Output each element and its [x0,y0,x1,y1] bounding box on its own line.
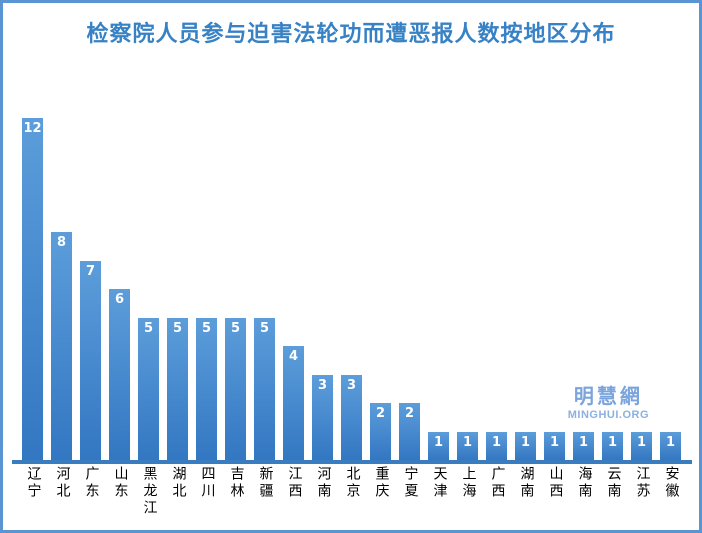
bar-value-label: 3 [346,377,357,393]
bar: 3 [312,374,333,460]
category-label: 云南 [605,466,621,500]
bar-value-label: 5 [201,320,212,336]
category-label: 辽宁 [25,466,41,500]
bar: 1 [602,431,623,460]
bar: 8 [51,232,72,460]
category-label: 北京 [344,466,360,500]
category-label: 天津 [431,466,447,500]
category-label: 海南 [576,466,592,500]
category-label: 河北 [54,466,70,500]
bar: 6 [109,289,130,460]
bar: 3 [341,374,362,460]
bar-value-label: 5 [259,320,270,336]
category-label: 河南 [315,466,331,500]
bar-series: 12 8 7 6 5 5 5 5 5 4 3 3 2 2 1 1 1 1 1 1 1 1 1 [22,118,681,460]
watermark-logo-en: MINGHUI.ORG [567,409,649,421]
category-label: 上海 [460,466,476,500]
bar: 2 [370,403,391,460]
bar: 1 [486,431,507,460]
bar: 5 [167,317,188,460]
bar-value-label: 4 [288,349,299,364]
bar-value-label: 1 [462,434,473,450]
bar: 1 [428,431,449,460]
category-label: 江西 [286,466,302,500]
chart-title: 检察院人员参与迫害法轮功而遭恶报人数按地区分布 [86,21,616,46]
bar: 12 [22,118,43,460]
category-label: 广东 [83,466,99,500]
category-label: 湖南 [518,466,534,500]
category-label: 山西 [547,466,563,500]
bar: 5 [196,317,217,460]
category-label: 四川 [199,466,215,500]
bar: 4 [283,346,304,460]
bar: 5 [254,317,275,460]
bar: 1 [457,431,478,460]
bar: 1 [660,431,681,460]
category-label: 新疆 [257,466,273,500]
minghui-watermark: 明慧網 MINGHUI.ORG [568,386,649,421]
bar: 5 [138,317,159,460]
category-label: 湖北 [170,466,186,500]
bar-value-label: 1 [665,434,676,450]
bar-value-label: 3 [317,377,328,393]
bar: 1 [544,431,565,460]
x-axis-labels: 辽宁 河北 广东 山东 黑龙江 湖北 四川 吉林 新疆 江西 河南 北京 重庆 宁夏 天津 上海 广西 湖南 山西海… [22,466,681,517]
category-label: 宁夏 [402,466,418,500]
bar: 1 [515,431,536,460]
bar-value-label: 2 [375,406,386,421]
category-label: 广西 [489,466,505,500]
bar-value-label: 6 [114,292,125,307]
bar: 1 [573,431,594,460]
bar: 5 [225,317,246,460]
bar-value-label: 1 [578,434,589,450]
category-label: 山东 [112,466,128,500]
bar-value-label: 12 [23,121,42,136]
category-label: 江苏 [634,466,650,500]
category-label: 安徽 [663,466,679,500]
bar-value-label: 1 [491,434,502,450]
bar-value-label: 2 [404,406,415,421]
category-label: 黑龙江 [141,466,157,517]
bar-value-label: 5 [143,320,154,336]
bar-value-label: 1 [607,434,618,450]
category-label: 重庆 [373,466,389,500]
bar-value-label: 7 [85,263,96,279]
watermark-logo-cn: 明慧網 [573,386,643,408]
bar-value-label: 1 [549,434,560,450]
x-axis-line [12,460,692,464]
bar-value-label: 5 [172,320,183,336]
bar-value-label: 1 [636,434,647,450]
bar-value-label: 8 [56,235,67,250]
bar: 2 [399,403,420,460]
bar-value-label: 5 [230,320,241,336]
bar: 1 [631,431,652,460]
bar: 7 [80,260,101,460]
bar-value-label: 1 [520,434,531,450]
bar-value-label: 1 [433,434,444,450]
category-label: 吉林 [228,466,244,500]
